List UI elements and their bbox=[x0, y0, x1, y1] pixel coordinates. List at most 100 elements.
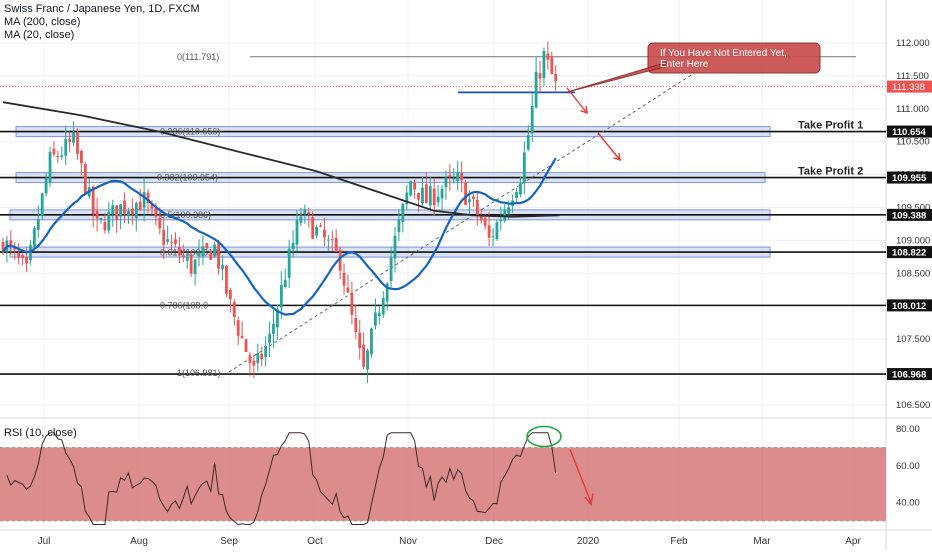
candle-body-5 bbox=[21, 255, 24, 259]
level-tag-box-0 bbox=[887, 125, 932, 138]
candle-body-83 bbox=[326, 239, 330, 241]
candle-body-82 bbox=[323, 229, 326, 238]
candle-body-43 bbox=[170, 241, 173, 243]
time-axis: Jul Aug Sep Oct Nov Dec 2020 Feb Mar Apr bbox=[38, 536, 862, 547]
fib-label-0.382: 0.382(109.954) bbox=[157, 173, 218, 183]
level-tag-box-4 bbox=[887, 299, 932, 312]
candle-body-32 bbox=[127, 210, 130, 216]
candle-body-13 bbox=[52, 148, 56, 155]
candle-body-78 bbox=[307, 212, 311, 215]
take-profit-1-label: Take Profit 1 bbox=[798, 120, 863, 132]
candle-body-100 bbox=[393, 235, 397, 259]
price-tick-2: 111.000 bbox=[896, 104, 929, 115]
candle-body-106 bbox=[417, 192, 420, 200]
candle-body-23 bbox=[91, 186, 95, 214]
candle-body-88 bbox=[346, 287, 350, 293]
candle-body-136 bbox=[534, 71, 538, 108]
candle-body-3 bbox=[13, 247, 17, 250]
candle-body-84 bbox=[330, 239, 334, 241]
candle-body-141 bbox=[554, 73, 558, 82]
candle-body-63 bbox=[248, 355, 252, 363]
candle-body-124 bbox=[487, 225, 491, 238]
candle-body-77 bbox=[303, 209, 307, 214]
rsi-label: RSI (10, close) bbox=[4, 427, 77, 439]
candle-body-12 bbox=[48, 152, 52, 183]
candle-body-98 bbox=[385, 283, 389, 302]
candle-body-115 bbox=[452, 178, 456, 180]
candle-body-131 bbox=[515, 192, 518, 198]
candle-body-0 bbox=[1, 241, 5, 252]
arrow-1-head bbox=[580, 105, 588, 115]
month-label-2: Sep bbox=[220, 536, 238, 547]
candle-body-117 bbox=[460, 173, 464, 181]
month-label-7: Feb bbox=[670, 536, 688, 547]
trendlines bbox=[228, 72, 696, 373]
candle-body-71 bbox=[279, 284, 283, 308]
candle-body-20 bbox=[80, 150, 83, 164]
fib-label-0.786: 0.786(108.0 bbox=[160, 300, 208, 310]
current-price-tag-box bbox=[887, 80, 932, 93]
price-tick-0: 112.000 bbox=[896, 38, 930, 49]
candle-body-41 bbox=[162, 229, 166, 245]
month-label-0: Jul bbox=[38, 536, 51, 547]
candle-body-80 bbox=[315, 227, 318, 236]
candle-body-135 bbox=[530, 105, 534, 134]
candle-body-72 bbox=[283, 280, 287, 287]
candle-body-44 bbox=[174, 239, 177, 244]
candle-body-128 bbox=[503, 210, 507, 221]
month-label-3: Oct bbox=[307, 536, 323, 547]
candle-body-62 bbox=[244, 339, 248, 353]
candle-body-57 bbox=[225, 265, 228, 294]
candle-body-101 bbox=[397, 219, 401, 233]
candle-body-109 bbox=[428, 186, 432, 206]
rsi-tick-0: 80.00 bbox=[896, 424, 920, 435]
callout-pointer bbox=[565, 61, 669, 93]
candle-body-110 bbox=[432, 188, 436, 206]
candle-body-56 bbox=[221, 265, 224, 270]
candle-body-54 bbox=[213, 244, 217, 257]
candle-body-7 bbox=[29, 245, 32, 261]
candles bbox=[1, 41, 558, 384]
candle-body-40 bbox=[158, 217, 162, 229]
candle-body-126 bbox=[495, 222, 499, 240]
candle-body-47 bbox=[185, 256, 189, 261]
candle-body-51 bbox=[201, 246, 205, 257]
month-label-6: 2020 bbox=[577, 536, 600, 547]
current-price-tag-text: 111.338 bbox=[892, 82, 925, 93]
candle-body-95 bbox=[374, 312, 377, 326]
candle-body-49 bbox=[193, 259, 197, 275]
candle-body-107 bbox=[421, 187, 424, 204]
candle-body-74 bbox=[291, 242, 295, 250]
candle-body-31 bbox=[123, 200, 126, 214]
candle-body-24 bbox=[95, 210, 99, 219]
candle-body-92 bbox=[362, 344, 366, 367]
candle-body-116 bbox=[456, 172, 460, 182]
candle-body-4 bbox=[17, 253, 21, 258]
price-axis: 112.000111.500111.000110.500110.000109.5… bbox=[887, 38, 932, 509]
price-tick-9: 107.500 bbox=[896, 334, 930, 345]
level-tag-text-1: 109.955 bbox=[892, 173, 927, 184]
candle-body-8 bbox=[32, 228, 36, 247]
candle-body-50 bbox=[197, 252, 201, 257]
level-tag-box-1 bbox=[887, 171, 932, 184]
candle-body-112 bbox=[440, 188, 444, 199]
legend: Swiss Franc / Japanese Yen, 1D, FXCM MA … bbox=[4, 3, 200, 42]
candle-body-132 bbox=[519, 183, 522, 195]
candle-body-2 bbox=[9, 240, 13, 246]
candle-body-10 bbox=[40, 193, 44, 217]
callout-box bbox=[647, 42, 821, 74]
candle-body-68 bbox=[268, 333, 271, 343]
candle-body-90 bbox=[354, 318, 358, 333]
candle-body-129 bbox=[507, 207, 511, 214]
candle-body-113 bbox=[444, 177, 448, 188]
candle-body-39 bbox=[154, 208, 158, 217]
callout-line-2: Enter Here bbox=[660, 59, 709, 70]
candle-body-53 bbox=[209, 251, 213, 260]
ma200-label: MA (200, close) bbox=[4, 16, 81, 28]
arrow-2-head bbox=[613, 152, 621, 162]
candle-body-79 bbox=[311, 217, 315, 239]
candle-body-140 bbox=[550, 56, 554, 75]
candle-body-21 bbox=[83, 164, 87, 195]
